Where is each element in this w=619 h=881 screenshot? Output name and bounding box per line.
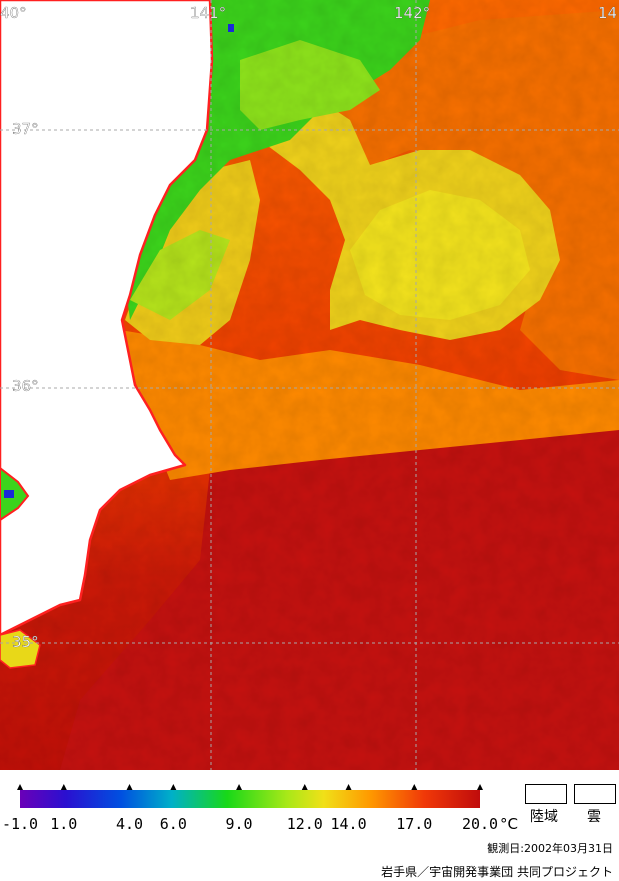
scale-tick-0 [17,784,23,790]
cloud-speck [4,490,14,498]
longitude-label-143: 14 [598,4,617,22]
scale-tick-6 [345,784,352,790]
scale-label-5: 12.0 [286,815,323,833]
longitude-label-141: 141° [190,4,226,22]
scale-tick-4 [236,784,243,790]
latitude-label-36: 36° [12,377,39,395]
scale-label-0: -1.0 [1,815,39,833]
scale-tick-8 [477,784,483,790]
cloud-swatch [574,784,616,804]
scale-tick-1 [60,784,67,790]
longitude-label-142: 142° [394,4,430,22]
color-bar [20,790,480,808]
longitude-label-140: 40° [0,4,27,22]
scale-label-6: 14.0 [330,815,367,833]
latitude-label-37: 37° [12,120,39,138]
graticule [0,0,619,770]
legend: -1.0 1.0 4.0 6.0 9.0 12.0 14.0 17.0 20.0 °C 陸域 雲… [0,770,619,881]
scale-label-1: 1.0 [50,815,78,833]
left-edge-cool-patch [0,629,41,669]
observation-date: 観測日:2002年03月31日 [487,842,613,855]
scale-tick-marks [17,784,483,790]
scale-tick-5 [301,784,308,790]
scale-label-2: 4.0 [115,815,144,833]
scale-label-3: 6.0 [159,815,187,833]
scale-label-4: 9.0 [225,815,253,833]
scale-tick-7 [411,784,418,790]
temperature-color-scale [17,784,483,808]
credit-line: 岩手県／宇宙開発事業団 共同プロジェクト [381,865,613,879]
cloud-swatch-label: 雲 [587,809,601,825]
scale-label-7: 17.0 [396,815,433,833]
land-swatch [525,784,567,804]
land-swatch-label: 陸域 [530,809,558,825]
scale-tick-2 [126,784,133,790]
sea-surface-temperature-map: 40° 141° 142° 14 37° 36° 35° [0,0,619,770]
land-honshu [0,0,214,637]
cloud-speck-north [228,24,234,32]
unit-label: °C [500,815,518,833]
scale-tick-3 [170,784,177,790]
scale-label-8: 20.0 [461,815,499,833]
latitude-label-35: 35° [12,633,39,651]
